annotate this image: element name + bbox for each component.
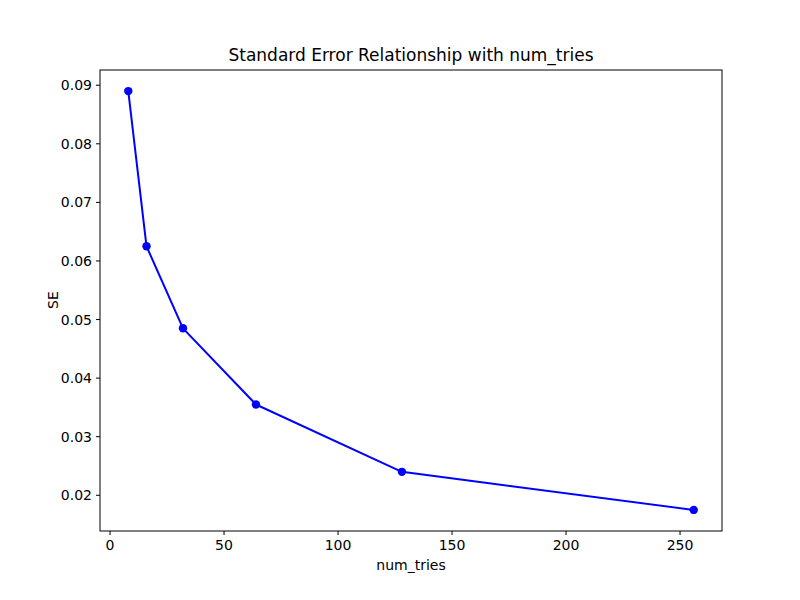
figure: 0 50 100 150 200 250 0.02 0.03 0.04 0.05 0.06 0.07 0… [0, 0, 800, 600]
y-axis-label: SE [45, 291, 61, 309]
y-tick-label: 0.09 [61, 77, 92, 93]
plot-area [100, 70, 722, 531]
y-tick-label: 0.08 [61, 136, 92, 152]
data-point-marker [252, 400, 260, 408]
x-tick-label: 50 [215, 537, 233, 553]
data-point-marker [179, 324, 187, 332]
series-line [128, 91, 693, 510]
data-point-marker [398, 468, 406, 476]
chart-title: Standard Error Relationship with num_tri… [228, 45, 593, 66]
chart-svg: 0 50 100 150 200 250 0.02 0.03 0.04 0.05 0.06 0.07 0… [0, 0, 800, 600]
x-tick-label: 100 [325, 537, 352, 553]
x-tick-label: 250 [667, 537, 694, 553]
x-tick-label: 150 [439, 537, 466, 553]
x-tick-label: 200 [553, 537, 580, 553]
x-axis-label: num_tries [376, 557, 445, 573]
y-tick-label: 0.06 [61, 253, 92, 269]
y-tick-label: 0.07 [61, 194, 92, 210]
data-series [124, 87, 698, 514]
x-tick-label: 0 [106, 537, 115, 553]
y-tick-label: 0.05 [61, 312, 92, 328]
y-tick-label: 0.04 [61, 370, 92, 386]
axis-ticks: 0 50 100 150 200 250 0.02 0.03 0.04 0.05 0.06 0.07 0… [61, 77, 694, 553]
data-point-marker [690, 506, 698, 514]
data-point-marker [142, 242, 150, 250]
y-tick-label: 0.02 [61, 487, 92, 503]
y-tick-label: 0.03 [61, 429, 92, 445]
data-point-marker [124, 87, 132, 95]
